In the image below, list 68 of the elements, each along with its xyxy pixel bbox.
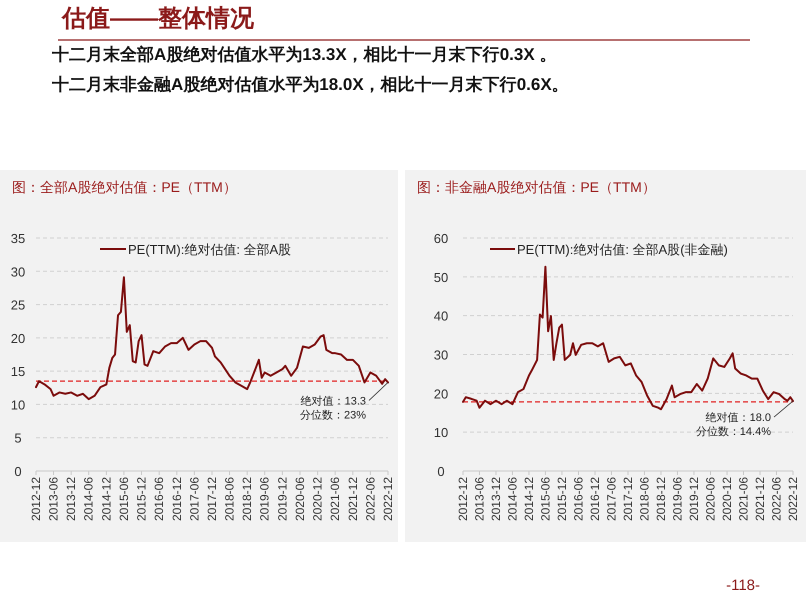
y-tick-label: 40 bbox=[434, 308, 448, 324]
x-tick-label: 2015-12 bbox=[134, 476, 149, 522]
y-tick-label: 10 bbox=[10, 397, 26, 412]
x-tick-label: 2013-12 bbox=[64, 476, 78, 522]
x-tick-label: 2017-06 bbox=[604, 476, 618, 522]
line-series bbox=[462, 266, 794, 410]
x-tick-label: 2020-12 bbox=[720, 476, 734, 522]
x-tick-label: 2020-06 bbox=[293, 476, 307, 522]
x-tick-label: 2015-12 bbox=[554, 476, 569, 522]
y-tick-label: 25 bbox=[10, 298, 26, 313]
x-tick-label: 2019-12 bbox=[686, 476, 701, 522]
x-tick-label: 2013-06 bbox=[46, 476, 61, 522]
x-tick-label: 2016-06 bbox=[571, 476, 586, 522]
x-tick-label: 2017-06 bbox=[187, 476, 202, 522]
legend-label: PE(TTM):绝对估值: 全部A股 bbox=[128, 242, 292, 257]
x-tick-label: 2015-06 bbox=[538, 476, 552, 522]
x-tick-label: 2014-06 bbox=[82, 476, 96, 522]
x-tick-label: 2019-06 bbox=[258, 476, 272, 522]
x-tick-label: 2014-12 bbox=[99, 476, 114, 522]
annotation: 绝对值：18.0 分位数：14.4% bbox=[696, 411, 772, 438]
annotation: 绝对值：13.3 分位数：23% bbox=[300, 394, 366, 422]
x-tick-label: 2020-06 bbox=[704, 476, 718, 522]
y-tick-label: 35 bbox=[10, 231, 26, 246]
x-tick-label: 2018-12 bbox=[240, 476, 254, 522]
y-tick-label: 60 bbox=[434, 231, 448, 246]
y-tick-label: 30 bbox=[434, 348, 448, 362]
text: 十二月末非金融A股绝对估值水平为18.0X，相比十一月末下行0.6X。 bbox=[51, 75, 569, 94]
x-tick-label: 2022-06 bbox=[769, 476, 784, 522]
x-tick-label: 2018-06 bbox=[222, 476, 237, 522]
x-tick-label: 2021-12 bbox=[753, 476, 768, 522]
x-tick-label: 2018-06 bbox=[637, 476, 652, 522]
x-tick-label: 2021-06 bbox=[328, 476, 342, 522]
x-tick-label: 2015-06 bbox=[116, 476, 131, 522]
x-tick-label: 2016-12 bbox=[588, 476, 602, 522]
x-tick-label: 2017-12 bbox=[205, 476, 219, 522]
x-tick-label: 2020-12 bbox=[310, 476, 325, 522]
y-tick-label: 0 bbox=[437, 464, 445, 479]
x-tick-label: 2021-06 bbox=[736, 476, 750, 522]
x-tick-label: 2021-12 bbox=[346, 476, 360, 522]
x-tick-label: 2019-12 bbox=[275, 476, 290, 522]
text: 估值——整体情况 bbox=[61, 5, 255, 32]
x-tick-label: 2017-12 bbox=[621, 476, 635, 522]
y-tick-label: 30 bbox=[10, 264, 26, 280]
x-tick-label: 2012-12 bbox=[29, 476, 43, 522]
x-tick-label: 2013-06 bbox=[472, 476, 486, 522]
x-tick-label: 2014-06 bbox=[505, 476, 520, 522]
text: 十二月末全部A股绝对估值水平为13.3X，相比十一月末下行0.3X 。 bbox=[51, 45, 556, 64]
x-tick-label: 2022-12 bbox=[786, 476, 800, 522]
x-tick-label: 2014-12 bbox=[522, 476, 536, 522]
x-tick-label: 2016-06 bbox=[152, 476, 166, 522]
x-tick-label: 2022-12 bbox=[381, 476, 395, 522]
x-tick-label: 2018-12 bbox=[654, 476, 668, 522]
x-tick-label: 2022-06 bbox=[363, 476, 378, 522]
x-tick-label: 2013-12 bbox=[488, 476, 503, 522]
y-tick-label: 10 bbox=[434, 425, 448, 440]
x-tick-label: 2016-12 bbox=[170, 476, 184, 522]
x-tick-label: 2019-06 bbox=[670, 476, 684, 522]
x-tick-label: 2012-12 bbox=[456, 476, 470, 522]
y-tick-label: 50 bbox=[434, 270, 448, 285]
y-tick-label: 20 bbox=[434, 386, 448, 402]
y-tick-label: 15 bbox=[10, 364, 26, 380]
y-tick-label: 5 bbox=[14, 430, 22, 446]
y-tick-label: 0 bbox=[14, 464, 22, 479]
legend-label: PE(TTM):绝对估值: 全部A股(非金融) bbox=[517, 242, 728, 257]
chart-title: 图：全部A股绝对估值：PE（TTM） bbox=[12, 179, 237, 195]
y-tick-label: 20 bbox=[10, 330, 26, 346]
text: -118- bbox=[726, 577, 760, 594]
chart-title: 图：非金融A股绝对估值：PE（TTM） bbox=[417, 179, 656, 195]
